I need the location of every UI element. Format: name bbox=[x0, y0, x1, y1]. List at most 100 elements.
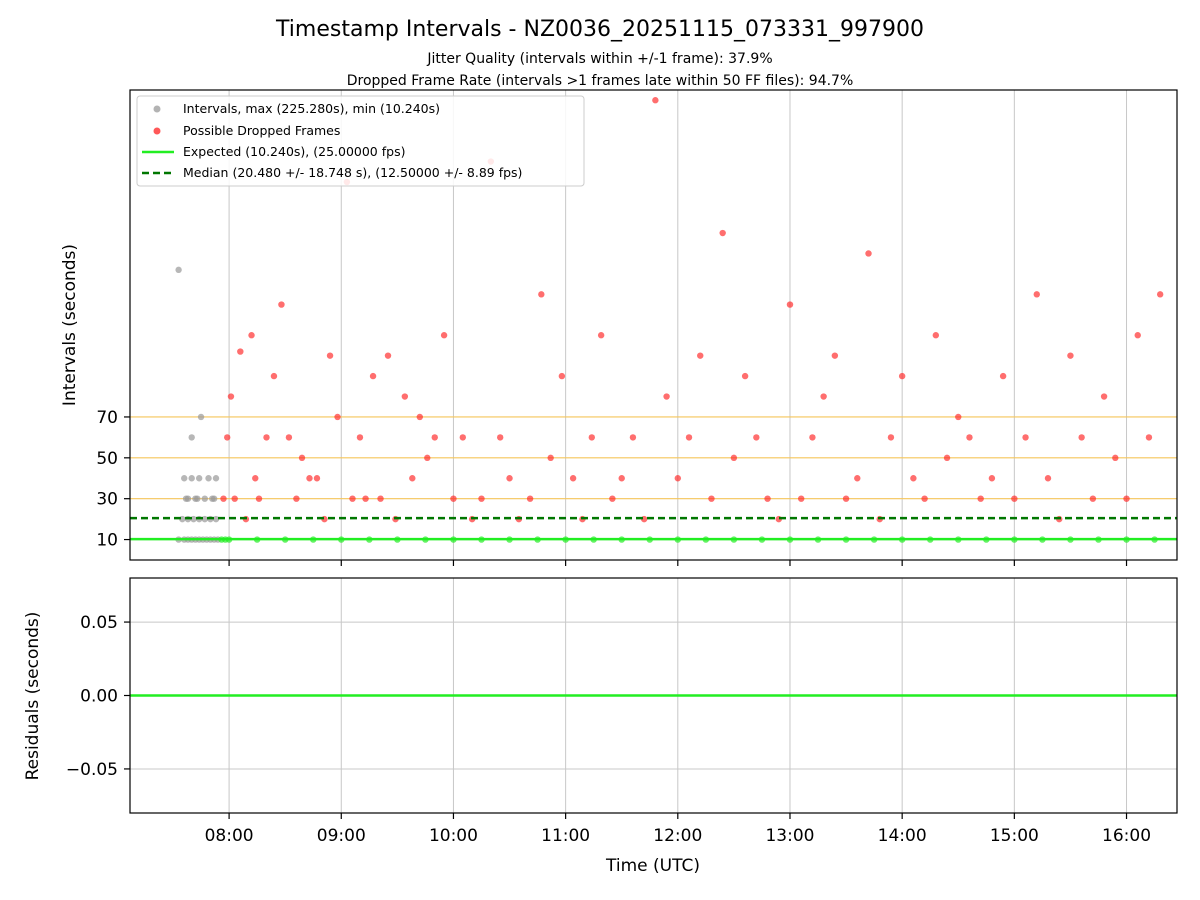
dropped-frame-point bbox=[831, 352, 839, 359]
dropped-frame-point bbox=[252, 475, 259, 482]
interval-point bbox=[212, 475, 220, 482]
dropped-frame-point bbox=[278, 301, 285, 308]
dropped-frame-point bbox=[685, 434, 693, 441]
dropped-frame-point bbox=[298, 454, 306, 462]
dropped-frame-point bbox=[708, 495, 715, 502]
x-tick-label: 15:00 bbox=[990, 826, 1039, 846]
dropped-frame-point bbox=[652, 97, 659, 104]
dropped-frame-point bbox=[227, 393, 235, 400]
dropped-frame-point bbox=[224, 434, 231, 441]
dropped-frame-point bbox=[977, 495, 984, 502]
dropped-frame-point bbox=[786, 301, 794, 308]
interval-point bbox=[212, 515, 220, 523]
dropped-frame-point bbox=[898, 372, 906, 380]
interval-point bbox=[175, 266, 182, 274]
legend: Intervals, max (225.280s), min (10.240s)… bbox=[136, 95, 585, 187]
x-tick-label: 09:00 bbox=[317, 826, 366, 846]
dropped-frame-point bbox=[270, 372, 278, 380]
dropped-frame-point bbox=[401, 393, 409, 400]
dropped-frame-point bbox=[999, 372, 1007, 380]
dropped-frame-point bbox=[887, 434, 895, 441]
dropped-frame-point bbox=[943, 454, 951, 462]
dropped-frame-point bbox=[356, 434, 364, 441]
legend-intervals-marker bbox=[153, 105, 161, 113]
dropped-frame-point bbox=[326, 352, 334, 359]
dropped-frame-point bbox=[424, 454, 431, 462]
dropped-frame-point bbox=[496, 434, 504, 441]
dropped-frame-point bbox=[547, 454, 554, 462]
dropped-frame-point bbox=[1156, 291, 1164, 298]
interval-point bbox=[197, 413, 205, 421]
dropped-frame-point bbox=[618, 475, 625, 482]
dropped-frame-point bbox=[237, 348, 244, 355]
intervals-y-axis-label: Intervals (seconds) bbox=[60, 244, 80, 406]
interval-point bbox=[181, 475, 188, 482]
dropped-frame-point bbox=[362, 495, 369, 502]
interval-point bbox=[188, 475, 195, 482]
dropped-frame-point bbox=[854, 475, 861, 482]
dropped-frame-point bbox=[431, 434, 438, 441]
x-tick-label: 16:00 bbox=[1102, 826, 1151, 846]
dropped-frame-point bbox=[1022, 434, 1029, 441]
dropped-frame-point bbox=[409, 475, 416, 482]
dropped-frame-point bbox=[506, 475, 513, 482]
dropped-frame-point bbox=[478, 495, 485, 502]
dropped-frame-point bbox=[416, 413, 423, 421]
interval-point bbox=[201, 515, 208, 523]
interval-point bbox=[184, 495, 192, 502]
dropped-frame-point bbox=[1067, 352, 1074, 359]
dropped-frame-point bbox=[921, 495, 928, 502]
dropped-frame-point bbox=[293, 495, 300, 502]
legend-dropped-label: Possible Dropped Frames bbox=[183, 123, 340, 138]
dropped-frame-point bbox=[1123, 495, 1130, 502]
dropped-frame-point bbox=[334, 413, 341, 421]
dropped-frame-point bbox=[369, 372, 377, 380]
dropped-frame-point bbox=[220, 495, 227, 502]
dropped-frame-point bbox=[597, 332, 605, 339]
interval-point bbox=[209, 495, 216, 502]
residuals-y-tick-label: 0.00 bbox=[80, 687, 118, 707]
dropped-frame-point bbox=[1100, 393, 1108, 400]
dropped-frame-point bbox=[231, 495, 238, 502]
x-tick-label: 10:00 bbox=[429, 826, 478, 846]
dropped-frame-point bbox=[629, 434, 637, 441]
x-tick-label: 12:00 bbox=[653, 826, 702, 846]
dropped-frame-point bbox=[588, 434, 596, 441]
dropped-frame-point bbox=[865, 250, 872, 257]
legend-dropped-marker bbox=[153, 127, 161, 135]
x-axis-label: Time (UTC) bbox=[605, 856, 700, 876]
residuals-y-axis-label: Residuals (seconds) bbox=[23, 612, 43, 781]
dropped-frame-point bbox=[569, 475, 577, 482]
x-tick-label: 08:00 bbox=[205, 826, 254, 846]
dropped-frame-point bbox=[384, 352, 392, 359]
dropped-frame-point bbox=[764, 495, 771, 502]
dropped-frame-point bbox=[1044, 475, 1052, 482]
dropped-frame-point bbox=[820, 393, 827, 400]
dropped-frame-point bbox=[1078, 434, 1085, 441]
dropped-frame-point bbox=[440, 332, 448, 339]
dropped-frame-point bbox=[526, 495, 534, 502]
chart-title: Timestamp Intervals - NZ0036_20251115_07… bbox=[275, 17, 924, 42]
x-tick-label: 11:00 bbox=[541, 826, 590, 846]
dropped-frame-point bbox=[1033, 291, 1040, 298]
dropped-frame-point bbox=[674, 475, 682, 482]
residuals-y-tick-label: 0.05 bbox=[80, 613, 118, 633]
legend-expected-label: Expected (10.240s), (25.00000 fps) bbox=[183, 144, 405, 159]
dropped-frame-point bbox=[285, 434, 293, 441]
dropped-frame-point bbox=[1011, 495, 1018, 502]
dropped-frame-point bbox=[313, 475, 321, 482]
interval-point bbox=[188, 434, 195, 441]
dropped-frame-point bbox=[459, 434, 466, 441]
intervals-y-tick-label: 70 bbox=[96, 408, 118, 428]
x-tick-label: 14:00 bbox=[878, 826, 927, 846]
intervals-plot-frame bbox=[129, 89, 1178, 561]
dropped-frame-point bbox=[1112, 454, 1119, 462]
dropped-frame-point bbox=[753, 434, 760, 441]
interval-point bbox=[205, 475, 212, 482]
dropped-frame-point bbox=[263, 434, 270, 441]
chart-subtitle-dropped: Dropped Frame Rate (intervals >1 frames … bbox=[347, 73, 854, 89]
residuals-y-tick-label: −0.05 bbox=[66, 760, 118, 780]
dropped-frame-point bbox=[955, 413, 962, 421]
